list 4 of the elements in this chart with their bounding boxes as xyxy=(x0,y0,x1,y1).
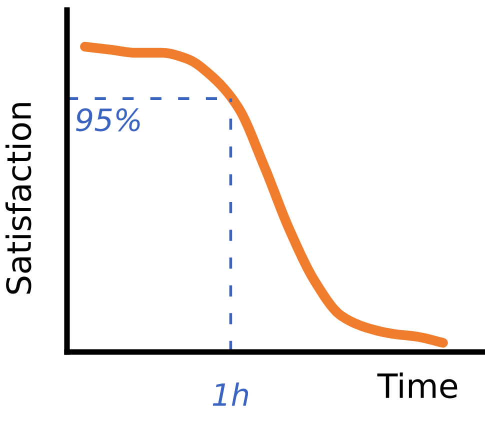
text: 1h xyxy=(212,382,248,406)
annotation: 95% xyxy=(76,108,140,132)
x-axis-title: Time xyxy=(377,372,458,398)
y-axis-title: Satisfaction xyxy=(5,103,32,294)
